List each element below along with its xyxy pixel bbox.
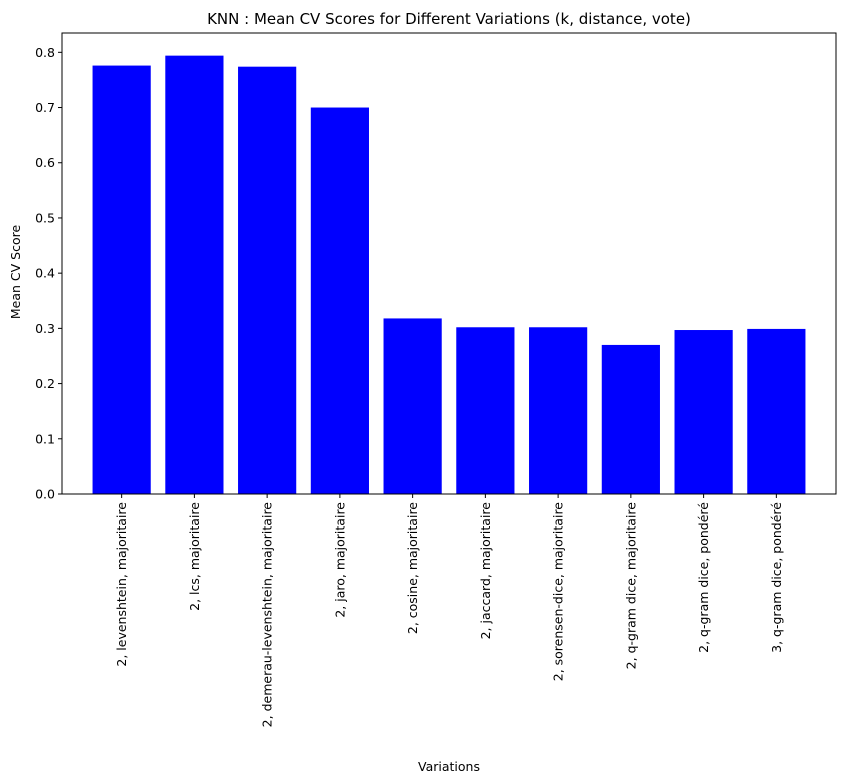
x-tick-label: 2, demerau-levenshtein, majoritaire — [260, 502, 275, 728]
x-tick-label: 2, cosine, majoritaire — [405, 502, 420, 634]
bar — [310, 107, 369, 494]
x-axis-label: Variations — [418, 759, 480, 774]
chart-title: KNN : Mean CV Scores for Different Varia… — [207, 10, 691, 28]
bar — [601, 344, 660, 494]
bar — [238, 66, 297, 495]
y-axis-label: Mean CV Score — [8, 225, 23, 320]
x-tick-label: 2, q-gram dice, majoritaire — [623, 502, 638, 670]
y-tick-label: 0.6 — [35, 155, 55, 170]
bar — [383, 318, 442, 494]
y-tick-label: 0.8 — [35, 45, 55, 60]
x-tick-label: 2, jaccard, majoritaire — [478, 502, 493, 640]
y-tick-label: 0.4 — [35, 266, 55, 281]
x-tick-label: 2, jaro, majoritaire — [332, 502, 347, 618]
plot-frame — [61, 32, 837, 495]
bar — [747, 328, 806, 494]
y-tick-label: 0.0 — [35, 487, 55, 502]
x-tick-label: 2, sorensen-dice, majoritaire — [551, 502, 566, 682]
y-tick-label: 0.5 — [35, 210, 55, 225]
bar — [92, 65, 151, 494]
bar — [165, 55, 224, 494]
y-tick-label: 0.3 — [35, 321, 55, 336]
bar — [674, 330, 733, 494]
y-tick-label: 0.7 — [35, 100, 55, 115]
bar — [529, 327, 588, 494]
x-tick-label: 2, levenshtein, majoritaire — [114, 502, 129, 667]
x-tick-label: 2, lcs, majoritaire — [187, 502, 202, 611]
plot-area: 0.0 0.1 0.2 0.3 0.4 0.5 0.6 0.7 0.8 2, levenshtei… — [35, 32, 837, 728]
y-tick-label: 0.1 — [35, 431, 55, 446]
y-tick-label: 0.2 — [35, 376, 55, 391]
x-tick-label: 3, q-gram dice, pondéré — [769, 502, 784, 653]
x-tick-label: 2, q-gram dice, pondéré — [696, 502, 711, 653]
bar — [456, 327, 515, 494]
